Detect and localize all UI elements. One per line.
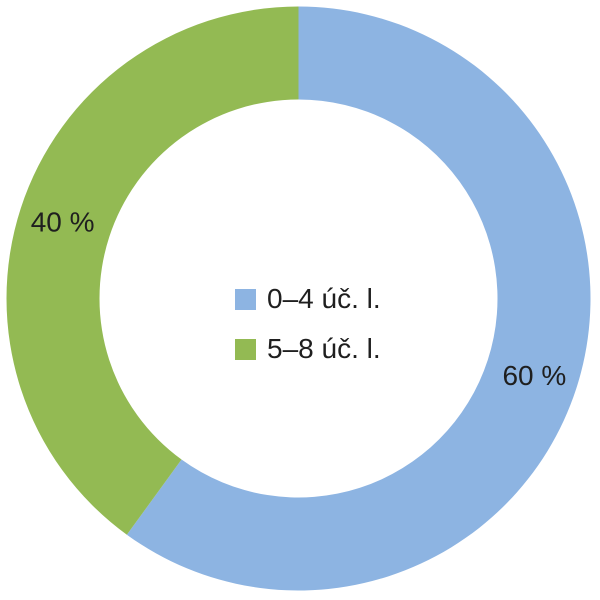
legend-label: 0–4 úč. l. <box>267 283 381 314</box>
legend-item: 0–4 úč. l. <box>235 285 381 313</box>
legend-swatch <box>235 338 256 360</box>
donut-slice-0 <box>126 6 591 591</box>
donut-slice-1 <box>6 6 299 535</box>
legend-swatch <box>235 288 256 310</box>
slice-percentage-label: 40 % <box>31 207 95 238</box>
chart-legend: 0–4 úč. l. 5–8 úč. l. <box>235 285 381 363</box>
legend-item: 5–8 úč. l. <box>235 335 381 363</box>
slice-percentage-label: 60 % <box>502 360 566 391</box>
legend-label: 5–8 úč. l. <box>267 333 381 364</box>
